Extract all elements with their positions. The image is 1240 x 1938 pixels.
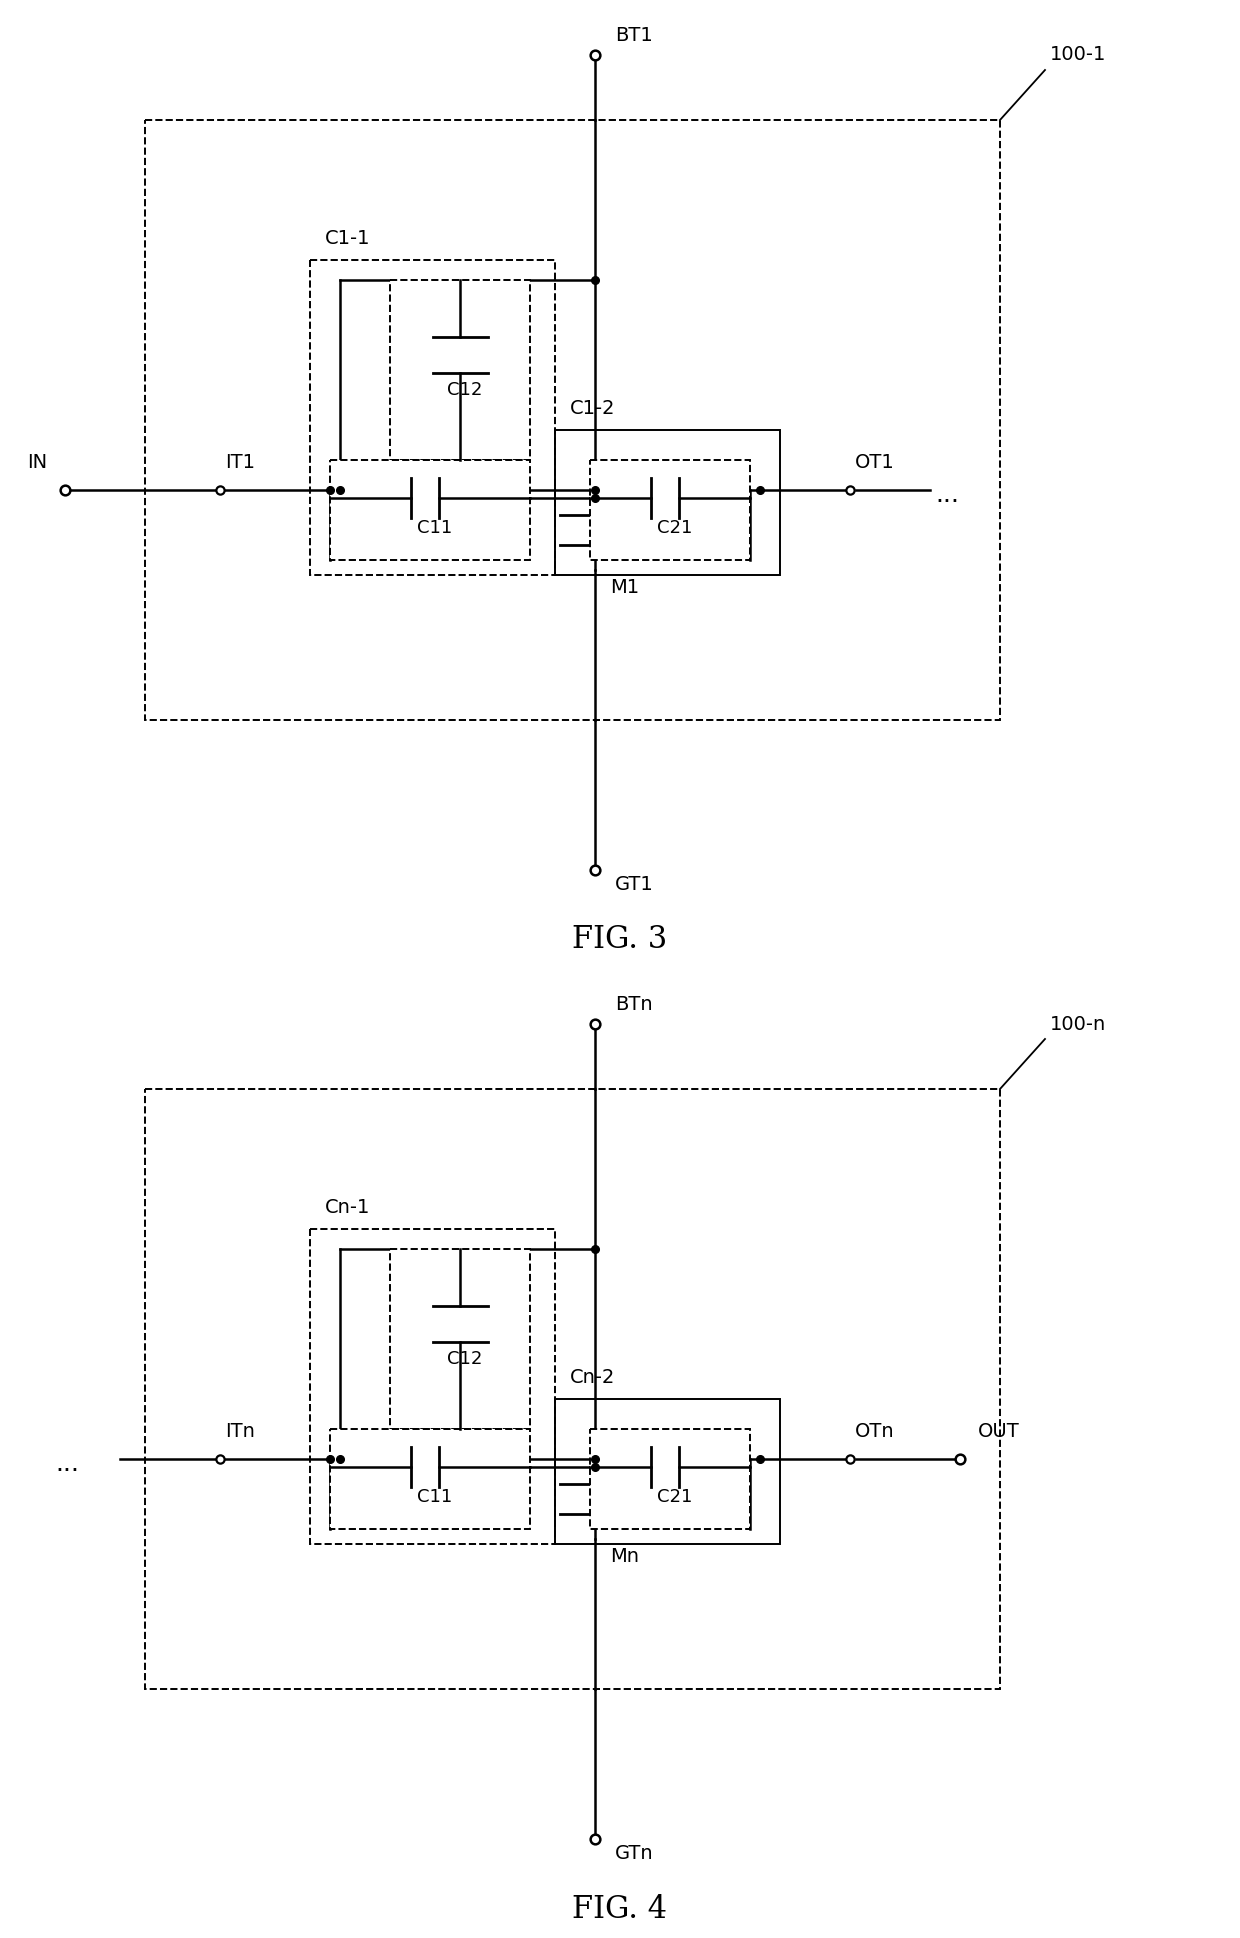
Text: M1: M1 bbox=[610, 578, 639, 597]
Bar bbox=[145, 120, 999, 721]
Text: ...: ... bbox=[55, 1452, 79, 1477]
Text: GTn: GTn bbox=[615, 1843, 653, 1862]
Text: OUT: OUT bbox=[978, 1422, 1019, 1442]
Text: ...: ... bbox=[935, 483, 959, 508]
Text: FIG. 3: FIG. 3 bbox=[573, 924, 667, 955]
Text: C11: C11 bbox=[418, 1488, 453, 1506]
Text: OTn: OTn bbox=[856, 1422, 894, 1442]
Text: C12: C12 bbox=[448, 1351, 482, 1368]
Text: C21: C21 bbox=[657, 519, 693, 537]
Bar bbox=[330, 1428, 529, 1529]
Text: 100-1: 100-1 bbox=[1050, 45, 1106, 64]
Bar bbox=[310, 1229, 556, 1545]
Bar bbox=[145, 1089, 999, 1690]
Text: BT1: BT1 bbox=[615, 25, 652, 45]
Text: 100-n: 100-n bbox=[1050, 1014, 1106, 1033]
Bar bbox=[556, 430, 780, 576]
Text: IN: IN bbox=[27, 453, 47, 473]
Text: Cn-1: Cn-1 bbox=[325, 1198, 371, 1217]
Text: C11: C11 bbox=[418, 519, 453, 537]
Text: GT1: GT1 bbox=[615, 874, 653, 893]
Bar bbox=[590, 459, 750, 560]
Bar bbox=[391, 279, 529, 459]
Text: Cn-2: Cn-2 bbox=[570, 1368, 615, 1388]
Bar bbox=[391, 1248, 529, 1428]
Bar bbox=[310, 260, 556, 576]
Bar bbox=[556, 1399, 780, 1545]
Text: C12: C12 bbox=[448, 382, 482, 399]
Text: C1-1: C1-1 bbox=[325, 229, 371, 248]
Text: OT1: OT1 bbox=[856, 453, 895, 473]
Text: C1-2: C1-2 bbox=[570, 399, 615, 419]
Text: C21: C21 bbox=[657, 1488, 693, 1506]
Bar bbox=[590, 1428, 750, 1529]
Bar bbox=[330, 459, 529, 560]
Text: IT1: IT1 bbox=[224, 453, 255, 473]
Text: ITn: ITn bbox=[224, 1422, 255, 1442]
Text: BTn: BTn bbox=[615, 994, 652, 1014]
Text: Mn: Mn bbox=[610, 1547, 639, 1566]
Text: FIG. 4: FIG. 4 bbox=[573, 1893, 667, 1924]
